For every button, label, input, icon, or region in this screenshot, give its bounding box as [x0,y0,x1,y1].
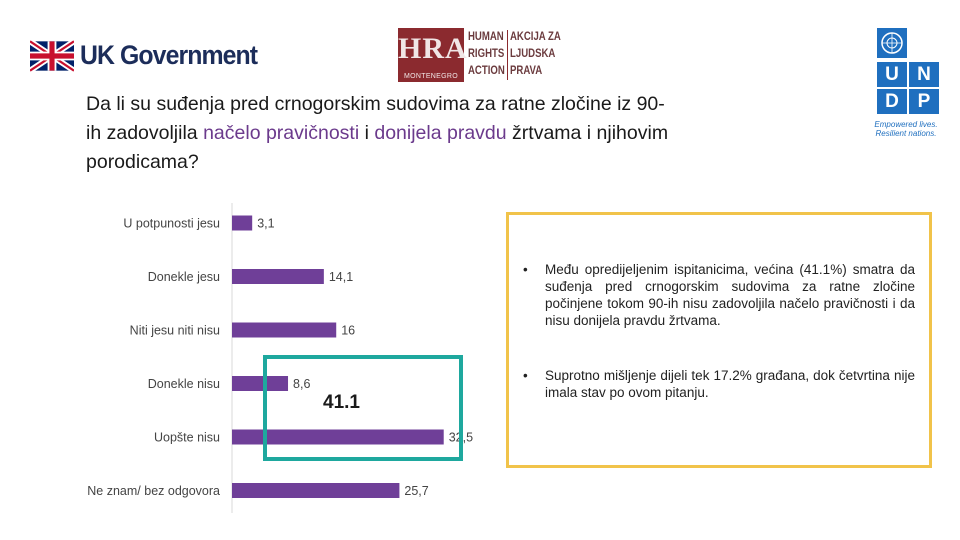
category-label: Niti jesu niti nisu [130,324,220,338]
title-text: i [359,122,375,144]
highlight-box [263,355,463,461]
hra-divider [507,30,508,80]
uk-government-logo: UK Government [30,38,258,78]
summary-bullet: • Među opredijeljenim ispitanicima, veći… [523,261,915,329]
hra-emblem: HRA MONTENEGRO [398,28,468,82]
hra-word: RIGHTS [468,46,505,60]
title-accent: načelo pravičnosti [203,122,360,144]
bar [232,215,253,231]
hra-word: PRAVA [510,63,543,77]
undp-letter: N [909,62,939,87]
hra-english-name: HUMAN RIGHTS ACTION [468,28,505,79]
data-label: 14,1 [329,270,353,284]
bullet-marker: • [523,262,528,277]
undp-letter: U [877,62,907,87]
undp-letter: P [909,89,939,114]
category-label: Ne znam/ bez odgovora [87,484,220,498]
data-label: 16 [341,324,355,338]
title-text: žrtvama i njihovim porodicama? [86,122,669,173]
summary-bullet: • Suprotno mišljenje dijeli tek 17.2% gr… [523,367,915,401]
uk-government-text: UK Government [80,40,258,70]
hra-local-name: AKCIJA ZA LJUDSKA PRAVA [510,28,561,79]
category-label: Donekle nisu [148,377,220,391]
hra-montenegro: MONTENEGRO [404,73,458,80]
bullet-text: Među opredijeljenim ispitanicima, većina… [545,262,915,328]
data-label: 8,6 [293,377,310,391]
category-label: Donekle jesu [148,270,220,284]
hra-letters: HRA [398,32,468,65]
highlight-value: 41.1 [323,392,360,413]
category-label: Uopšte nisu [154,431,220,445]
bar-chart: U potpunosti jesu 3,1 Donekle jesu 14,1 Niti… [87,203,473,513]
hra-logo: HRA MONTENEGRO HUMAN RIGHTS ACTION AKCIJ… [398,28,568,84]
page-title: Da li su suđenja pred crnogorskim sudovi… [86,90,676,177]
hra-word: AKCIJA ZA [510,29,561,43]
summary-box: • Među opredijeljenim ispitanicima, veći… [506,212,932,468]
undp-tagline: Empowered lives. Resilient nations. [866,120,946,138]
bar [232,322,337,338]
bar [232,429,444,445]
hra-word: HUMAN [468,29,504,43]
category-label: U potpunosti jesu [123,217,220,231]
undp-logo: U N D P Empowered lives. Resilient natio… [872,28,939,138]
data-label: 25,7 [404,484,428,498]
bar [232,376,289,391]
union-jack-icon [30,38,74,74]
bar [232,483,400,498]
undp-letter: D [877,89,907,114]
bar [232,269,324,284]
bullet-text: Suprotno mišljenje dijeli tek 17.2% građ… [545,368,915,400]
hra-word: LJUDSKA [510,46,556,60]
hra-word: ACTION [468,63,505,77]
undp-tagline-line: Resilient nations. [875,129,937,138]
bullet-marker: • [523,368,528,383]
undp-tagline-line: Empowered lives. [874,120,938,129]
data-label: 3,1 [257,217,274,231]
un-emblem-icon [877,28,907,58]
title-accent: donijela pravdu [374,122,507,144]
title-text: Da li su suđenja pred crnogorskim sudovi… [86,93,665,144]
